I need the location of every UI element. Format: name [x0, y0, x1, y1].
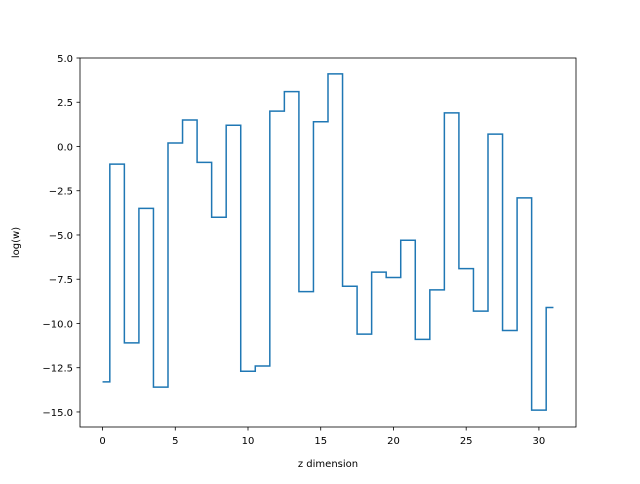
x-tick-label: 15 [314, 436, 327, 447]
y-tick-label: −12.5 [42, 364, 73, 375]
y-tick-label: 0.0 [57, 142, 73, 153]
x-tick-label: 25 [460, 436, 473, 447]
plot-area [102, 73, 554, 411]
y-tick-label: −15.0 [42, 408, 73, 419]
axes-frame [79, 57, 577, 428]
x-tick-label: 20 [387, 436, 400, 447]
y-tick-label: 5.0 [57, 54, 73, 65]
x-tick-label: 5 [172, 436, 178, 447]
y-tick-label: −10.0 [42, 319, 73, 330]
y-tick-label: −7.5 [49, 275, 73, 286]
y-tick-label: −2.5 [49, 187, 73, 198]
y-axis-label: log(w) [11, 227, 22, 258]
x-axis-label: z dimension [298, 459, 358, 470]
series-step-line [102, 73, 554, 411]
y-axis-ticks: 5.0 2.5 0.0 −2.5 −5.0 −7.5 −10.0 −12.5 −15.0 [42, 54, 80, 419]
x-tick-label: 0 [99, 436, 105, 447]
x-tick-label: 10 [242, 436, 255, 447]
x-axis-ticks: 0 5 10 15 20 25 30 [99, 427, 545, 447]
y-tick-label: −5.0 [49, 231, 73, 242]
y-tick-label: 2.5 [57, 98, 73, 109]
x-tick-label: 30 [533, 436, 546, 447]
